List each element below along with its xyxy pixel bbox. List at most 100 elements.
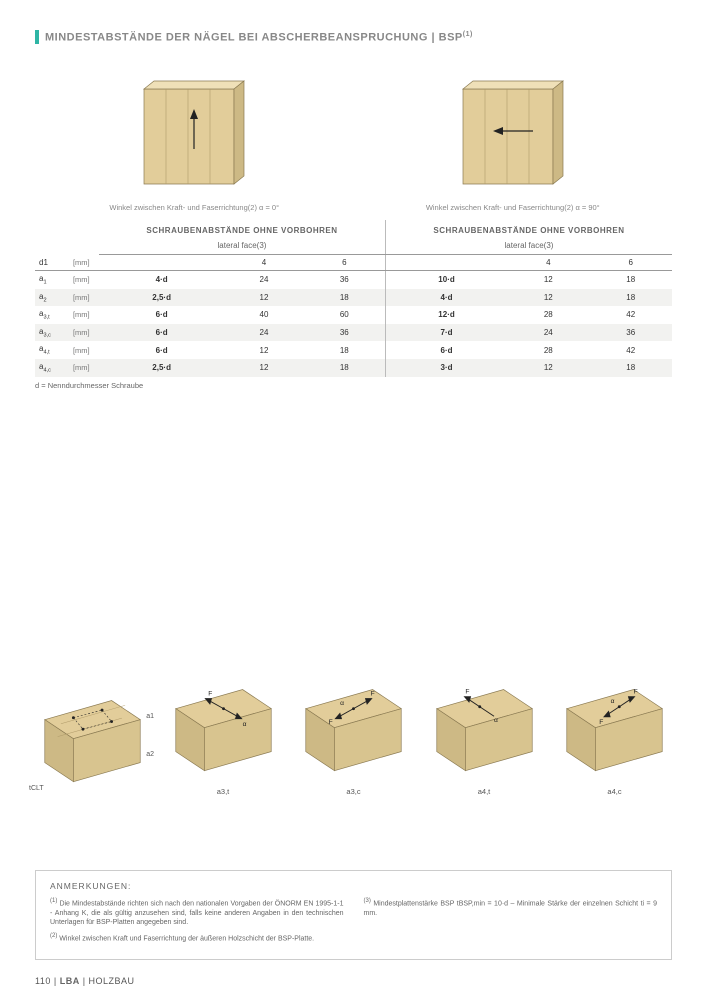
svg-text:α: α [494, 717, 498, 724]
cell-rmult: 12·d [385, 306, 507, 324]
table-row: a2[mm]2,5·d12184·d1218 [35, 289, 672, 307]
table-row: a3,t[mm]6·d406012·d2842 [35, 306, 672, 324]
footer-page: 110 [35, 976, 51, 986]
diag1-a1-label: a1 [146, 713, 154, 720]
notes-col-left: (1) Die Mindestabstände richten sich nac… [50, 897, 344, 947]
cell-lmult: 2,5·d [99, 289, 224, 307]
cell-rmult: 4·d [385, 289, 507, 307]
svg-text:α: α [242, 721, 246, 728]
cell-l4: 12 [224, 289, 303, 307]
top-panels-row: Winkel zwischen Kraft- und Faserrichtung… [35, 69, 672, 212]
svg-text:α: α [340, 700, 344, 707]
notes-col-right: (3) Mindestplattenstärke BSP tBSP,min = … [364, 897, 658, 947]
cell-rmult: 7·d [385, 324, 507, 342]
panel-right: Winkel zwischen Kraft- und Faserrichtung… [373, 69, 653, 212]
notes-box: ANMERKUNGEN: (1) Die Mindestabstände ric… [35, 870, 672, 960]
cell-r4: 24 [507, 324, 589, 342]
row-label: a1 [35, 271, 64, 289]
footer-brand: LBA [60, 976, 80, 986]
row-unit: [mm] [64, 289, 99, 307]
title-accent-marker [35, 30, 39, 44]
cell-lmult: 4·d [99, 271, 224, 289]
row-label: a2 [35, 289, 64, 307]
row-label: a3,c [35, 324, 64, 342]
cell-l6: 18 [304, 289, 386, 307]
sub-header-left: lateral face(3) [99, 238, 385, 255]
diagram-3-label: a3,c [346, 787, 360, 796]
panel-left: Winkel zwischen Kraft- und Faserrichtung… [54, 69, 334, 212]
cell-l4: 12 [224, 359, 303, 377]
diagram-2-label: a3,t [217, 787, 230, 796]
note-3: (3) Mindestplattenstärke BSP tBSP,min = … [364, 897, 658, 918]
row-label: a4,c [35, 359, 64, 377]
col-r-6: 6 [590, 255, 673, 271]
page-footer: 110 | LBA | HOLZBAU [35, 976, 135, 986]
cell-lmult: 6·d [99, 324, 224, 342]
table-row: a1[mm]4·d243610·d1218 [35, 271, 672, 289]
diagram-2-icon: F α [166, 680, 281, 785]
diag1-tclt-label: tCLT [29, 785, 44, 792]
row-unit: [mm] [64, 306, 99, 324]
row-label: a3,t [35, 306, 64, 324]
diagram-3-icon: F F α [296, 680, 411, 785]
diagram-3: F F α a3,c [296, 680, 411, 796]
cell-r4: 28 [507, 306, 589, 324]
spacing-table-element: SCHRAUBENABSTÄNDE OHNE VORBOHREN SCHRAUB… [35, 220, 672, 377]
table-footnote: d = Nenndurchmesser Schraube [35, 381, 672, 390]
cell-l6: 60 [304, 306, 386, 324]
panel-left-caption: Winkel zwischen Kraft- und Faserrichtung… [109, 203, 279, 212]
cell-r4: 28 [507, 341, 589, 359]
diagram-2: F α a3,t [166, 680, 281, 796]
wood-panel-right-icon [443, 69, 583, 199]
table-row: a4,t[mm]6·d12186·d2842 [35, 341, 672, 359]
table-sub-header-row: lateral face(3) lateral face(3) [35, 238, 672, 255]
cell-r4: 12 [507, 289, 589, 307]
col-l-6: 6 [304, 255, 386, 271]
svg-text:F: F [329, 719, 333, 726]
cell-lmult: 6·d [99, 341, 224, 359]
d1-unit: [mm] [64, 255, 99, 271]
cell-rmult: 10·d [385, 271, 507, 289]
page-title-sup: (1) [463, 31, 473, 38]
notes-title: ANMERKUNGEN: [50, 881, 657, 891]
row-label: a4,t [35, 341, 64, 359]
cell-l6: 18 [304, 341, 386, 359]
cell-rmult: 6·d [385, 341, 507, 359]
cell-r6: 42 [590, 306, 673, 324]
diag1-a2-label: a2 [146, 751, 154, 758]
table-group-header-row: SCHRAUBENABSTÄNDE OHNE VORBOHREN SCHRAUB… [35, 220, 672, 238]
cell-rmult: 3·d [385, 359, 507, 377]
svg-text:F: F [371, 690, 375, 697]
diagram-1: a1 a2 tCLT [35, 691, 150, 796]
cell-r6: 18 [590, 289, 673, 307]
cell-r6: 42 [590, 341, 673, 359]
row-unit: [mm] [64, 341, 99, 359]
row-unit: [mm] [64, 324, 99, 342]
svg-text:F: F [208, 690, 212, 697]
cell-lmult: 2,5·d [99, 359, 224, 377]
cell-r4: 12 [507, 359, 589, 377]
cell-r4: 12 [507, 271, 589, 289]
diagram-row: a1 a2 tCLT F α a3,t F F α a3,c [35, 680, 672, 796]
wood-panel-left-icon [124, 69, 264, 199]
sub-header-right: lateral face(3) [385, 238, 672, 255]
cell-l6: 18 [304, 359, 386, 377]
footer-section: HOLZBAU [89, 976, 135, 986]
notes-columns: (1) Die Mindestabstände richten sich nac… [50, 897, 657, 947]
col-r-4: 4 [507, 255, 589, 271]
table-body: a1[mm]4·d243610·d1218a2[mm]2,5·d12184·d1… [35, 271, 672, 377]
page-title: MINDESTABSTÄNDE DER NÄGEL BEI ABSCHERBEA… [45, 31, 473, 44]
page-title-text: MINDESTABSTÄNDE DER NÄGEL BEI ABSCHERBEA… [45, 31, 463, 43]
spacing-table: SCHRAUBENABSTÄNDE OHNE VORBOHREN SCHRAUB… [35, 220, 672, 390]
group-header-left: SCHRAUBENABSTÄNDE OHNE VORBOHREN [99, 220, 385, 238]
cell-r6: 18 [590, 359, 673, 377]
svg-text:α: α [611, 698, 615, 705]
cell-l4: 24 [224, 324, 303, 342]
table-row: a3,c[mm]6·d24367·d2436 [35, 324, 672, 342]
diagram-4: F α a4,t [427, 680, 542, 796]
diagram-5-icon: F F α [557, 680, 672, 785]
diagram-5: F F α a4,c [557, 680, 672, 796]
col-l-4: 4 [224, 255, 303, 271]
diagram-4-icon: F α [427, 680, 542, 785]
svg-text:F: F [599, 719, 603, 726]
